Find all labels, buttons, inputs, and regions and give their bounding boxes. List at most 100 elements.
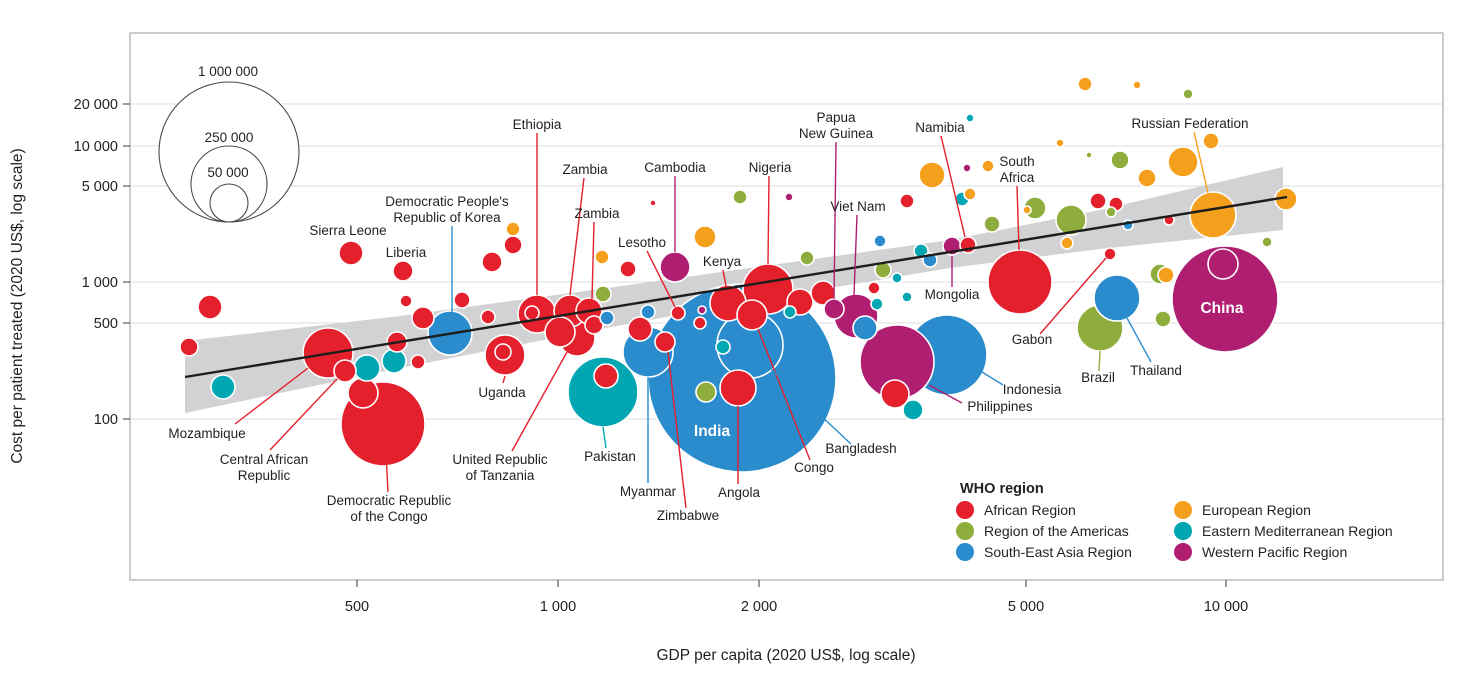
bubble-eur[interactable] [693, 225, 717, 249]
bubble-sierra-leone[interactable] [338, 240, 364, 266]
trend-line [184, 195, 1288, 379]
bubble-south-africa[interactable] [987, 249, 1053, 315]
bubble-amr[interactable] [1055, 204, 1087, 236]
bubble-amr[interactable] [1085, 151, 1093, 159]
bubble-emr[interactable] [870, 297, 884, 311]
bubble-amr[interactable] [799, 250, 815, 266]
bubble-afr[interactable] [411, 306, 435, 330]
bubble-afr[interactable] [649, 199, 657, 207]
bubble-afr[interactable] [810, 280, 836, 306]
legend-dot-wpr [1174, 543, 1192, 561]
bubble-afr[interactable] [410, 354, 426, 370]
bubble-afr[interactable] [524, 305, 540, 321]
leader-line-kenya [722, 269, 727, 287]
bubble-amr[interactable] [983, 215, 1001, 233]
bubble-eur[interactable] [1157, 266, 1175, 284]
bubble-zimbabwe[interactable] [654, 331, 676, 353]
bubble-wpr[interactable] [697, 305, 707, 315]
bubble-eur[interactable] [981, 159, 995, 173]
country-label-indonesia: Indonesia [1003, 382, 1062, 397]
bubble-afr[interactable] [1089, 192, 1107, 210]
bubble-emr[interactable] [965, 113, 975, 123]
country-label-brazil: Brazil [1081, 370, 1115, 385]
bubble-emr[interactable] [210, 374, 236, 400]
country-label-cambodia: Cambodia [644, 160, 706, 175]
bubble-eur[interactable] [1022, 205, 1032, 215]
leader-line-viet-nam [853, 214, 858, 296]
bubble-eur[interactable] [1167, 146, 1199, 178]
bubble-emr[interactable] [381, 348, 407, 374]
bubble-eur[interactable] [505, 221, 521, 237]
bubble-afr[interactable] [693, 316, 707, 330]
bubble-afr[interactable] [619, 260, 637, 278]
bubble-afr[interactable] [480, 309, 496, 325]
bubble-amr[interactable] [732, 189, 748, 205]
bubble-papua-new-guinea[interactable] [823, 298, 845, 320]
bubble-afr[interactable] [503, 235, 523, 255]
bubble-cambodia[interactable] [659, 251, 691, 283]
bubble-afr[interactable] [627, 316, 653, 342]
bubble-gabon[interactable] [1103, 247, 1117, 261]
bubble-afr[interactable] [453, 291, 471, 309]
bubble-emr[interactable] [715, 339, 731, 355]
bubble-afr[interactable] [867, 281, 881, 295]
bubble-wpr[interactable] [784, 192, 794, 202]
bubble-sear[interactable] [599, 310, 615, 326]
bubble-amr[interactable] [1261, 236, 1273, 248]
bubble-sear[interactable] [873, 234, 887, 248]
bubble-lesotho[interactable] [670, 305, 686, 321]
bubble-afr[interactable] [880, 379, 910, 409]
bubble-amr[interactable] [1105, 206, 1117, 218]
bubble-afr[interactable] [544, 316, 576, 348]
bubble-afr[interactable] [179, 337, 199, 357]
bubble-afr[interactable] [347, 377, 379, 409]
bubble-russian-federation[interactable] [1189, 191, 1237, 239]
bubble-central-african-republic[interactable] [333, 359, 357, 383]
bubble-afr[interactable] [899, 193, 915, 209]
bubble-eur[interactable] [963, 187, 977, 201]
bubble-amr[interactable] [695, 381, 717, 403]
y-axis-title: Cost per patient treated (2020 US$, log … [9, 148, 26, 463]
country-label-mongolia: Mongolia [925, 287, 980, 302]
bubble-liberia[interactable] [392, 260, 414, 282]
bubble-sear[interactable] [852, 315, 878, 341]
bubble-amr[interactable] [1154, 310, 1172, 328]
bubble-afr[interactable] [197, 294, 223, 320]
bubble-afr[interactable] [593, 363, 619, 389]
bubble-emr[interactable] [891, 272, 903, 284]
leader-line-zambia-2 [591, 221, 595, 300]
bubble-angola[interactable] [719, 369, 757, 407]
bubble-eur[interactable] [1077, 76, 1093, 92]
bubble-afr[interactable] [584, 315, 604, 335]
bubble-emr[interactable] [901, 291, 913, 303]
bubble-eur[interactable] [1202, 132, 1220, 150]
leader-line-gabon [1039, 257, 1107, 335]
bubble-congo[interactable] [736, 299, 768, 331]
legend-dot-sear [956, 543, 974, 561]
legend-dot-eur [1174, 501, 1192, 519]
bubble-eur[interactable] [1055, 138, 1065, 148]
bubble-amr[interactable] [594, 285, 612, 303]
leader-line-uganda [502, 375, 506, 384]
bubble-wpr[interactable] [962, 163, 972, 173]
bubble-afr[interactable] [494, 343, 512, 361]
bubble-eur[interactable] [594, 249, 610, 265]
bubble-eur[interactable] [918, 161, 946, 189]
bubble-amr[interactable] [1182, 88, 1194, 100]
leader-line-zimbabwe [667, 351, 687, 509]
bubble-china[interactable] [1171, 245, 1279, 353]
bubble-eur[interactable] [1060, 236, 1074, 250]
bubble-emr[interactable] [353, 354, 381, 382]
bubble-thailand[interactable] [1093, 274, 1141, 322]
bubble-eur[interactable] [1132, 80, 1142, 90]
bubble-afr[interactable] [399, 294, 413, 308]
bubble-afr[interactable] [481, 251, 503, 273]
bubble-amr[interactable] [1110, 150, 1130, 170]
who-legend-title: WHO region [960, 481, 1044, 497]
bubble-sear[interactable] [640, 304, 656, 320]
bubble-wpr[interactable] [1207, 248, 1239, 280]
bubble-emr[interactable] [783, 305, 797, 319]
leader-line-nigeria [767, 175, 770, 265]
bubble-emr[interactable] [902, 399, 924, 421]
bubble-eur[interactable] [1137, 168, 1157, 188]
